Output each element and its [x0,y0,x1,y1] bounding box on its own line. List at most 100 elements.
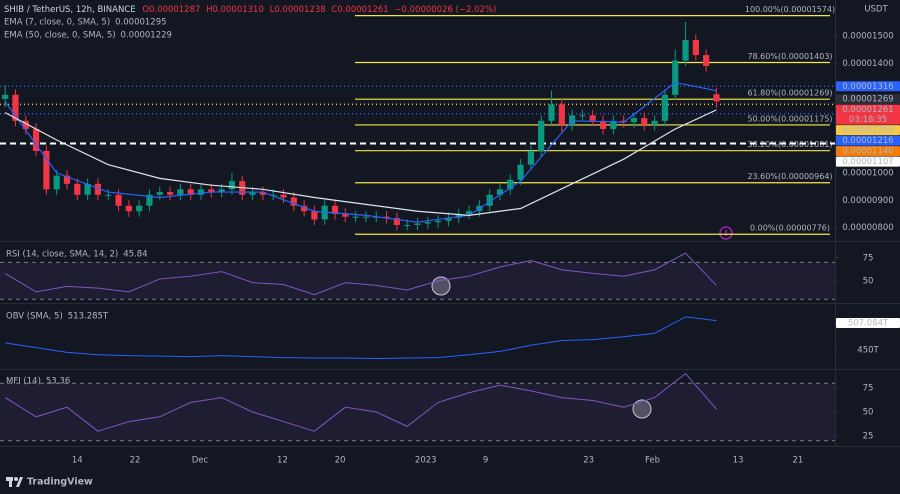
candle-body [125,205,132,212]
fib-label: 61.80%(0.00001269) [747,89,832,98]
y-tick-label: 0.00001500 [842,31,893,41]
candle-body [32,129,40,151]
y-tick-label: 50 [863,407,874,417]
fib-label: 100.00%(0.00001574) [745,5,835,14]
price-label-box [836,94,900,105]
candle-body [187,189,194,195]
fib-label: 50.00%(0.00001175) [747,114,832,123]
candle-body [455,213,462,218]
brand[interactable]: TradingView [27,477,93,488]
candle-body [496,189,504,195]
candle-body [105,194,112,196]
candle-body [507,179,514,190]
candle-body [63,175,71,184]
candle-body [259,192,266,195]
candle-body [414,223,421,225]
candle-body [22,120,29,130]
candle-body [2,94,9,99]
candle-body [218,189,225,193]
candle-body [589,115,596,121]
candle-body [486,194,493,206]
price-label-box [836,81,900,92]
ohlc-low: L0.00001238 [270,5,326,15]
x-tick-label: Feb [645,456,660,466]
candle-body [517,164,524,180]
price-label-box [836,156,900,167]
candle-body [404,224,411,226]
price-label-box [836,317,900,328]
y-tick-label: 75 [863,253,874,263]
candle-body [445,217,452,221]
candle-body [84,183,91,195]
indicator-line [4,372,717,432]
candle-body [599,120,607,130]
candle-body [703,55,710,67]
highlight-circle [632,399,652,419]
candle-body [331,205,339,214]
x-tick-label: 21 [792,456,803,466]
indicator-line [5,316,717,360]
candle-body [435,220,442,223]
y-tick-label: 25 [863,431,874,441]
legend-value: 0.00001295 [115,18,166,28]
alert-icon[interactable] [719,226,733,240]
candle-body [527,150,534,165]
ohlc-close: C0.00001261 [331,5,388,15]
y-tick-label: 0.00001000 [842,168,893,178]
legend-name: EMA (50, close, 0, SMA, 5) [4,31,116,41]
price-label: 0.00001250 [842,126,893,136]
price-label: 507.084T [848,318,889,328]
price-label-box [836,104,900,125]
x-tick-label: 9 [483,456,488,466]
price-label-box [836,146,900,157]
candle-body [146,194,153,206]
price-label: 0.00001216 [842,136,893,146]
y-tick-label: 0.00000900 [842,196,893,206]
candle-body [692,40,699,56]
candle-body [156,192,163,195]
ema-line [4,109,717,216]
candle-body [290,197,297,206]
fib-label: 78.60%(0.00001403) [747,52,832,61]
x-tick-label: 12 [277,456,288,466]
candle-body [74,183,81,195]
logo-part [16,477,23,487]
x-tick-label: 23 [583,456,594,466]
candle-body [424,222,431,224]
candle-body [197,189,205,195]
fib-label: 23.60%(0.00000964) [747,172,832,181]
fib-label: 38.20%(0.00001081) [747,140,832,149]
candle-body [94,183,102,195]
candle-body [610,120,617,130]
price-label: 0.00001269 [842,95,893,105]
price-label-box [836,135,900,146]
candle-body [713,94,720,102]
price-label: 0.00001107 [842,157,893,167]
x-tick-label: 13 [733,456,744,466]
y-tick-label: 0.00000800 [842,223,893,233]
legend-name: OBV (SMA, 5) [6,312,63,322]
x-tick-label: 14 [72,456,83,466]
y-tick-label: 75 [863,383,874,393]
candle-body [383,216,390,219]
logo-part [14,477,18,481]
candle-body [12,94,19,121]
legend-value: 0.00001229 [121,31,172,41]
legend-value: 53.36 [46,377,70,387]
band-background [0,262,835,300]
price-label-box [836,125,900,136]
candle-body [136,205,143,212]
x-tick-label: 22 [130,456,141,466]
candle-body [352,216,359,218]
candle-body [249,192,256,195]
candle-body [548,104,555,121]
legend-name: MFI (14) [6,377,41,387]
candle-body [177,189,184,195]
logo[interactable] [6,477,23,487]
legend-value: 513.285T [68,312,109,322]
candle-body [208,189,215,193]
x-tick-label: 2023 [415,456,437,466]
candle-body [43,150,50,190]
